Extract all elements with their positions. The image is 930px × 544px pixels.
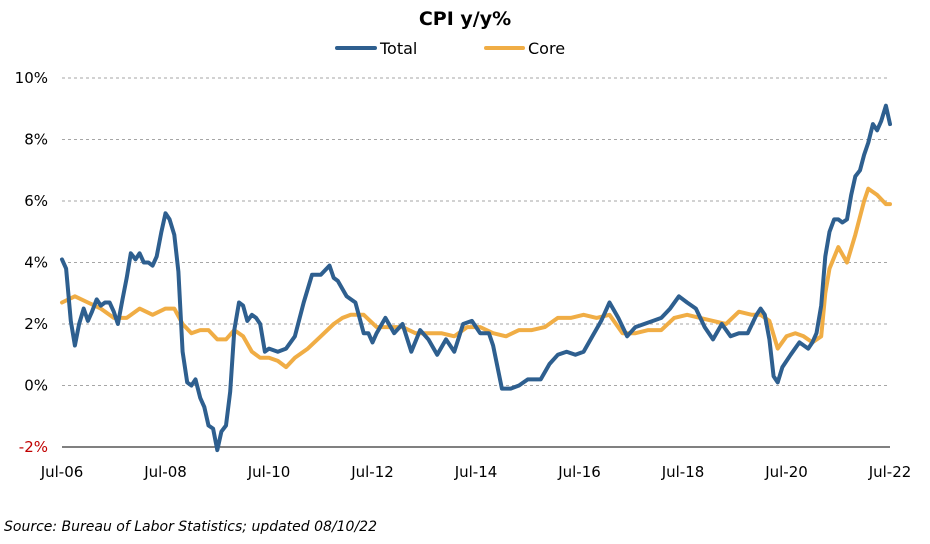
series-lines [60,103,892,453]
x-tick-label: Jul-06 [40,463,84,481]
y-tick-label: 4% [24,254,48,272]
y-axis-ticks: -2% 0% 2% 4% 6% 8% 10% [15,69,48,456]
x-tick-label: Jul-12 [350,463,394,481]
chart-title: CPI y/y% [419,8,511,30]
legend: Total Core [335,39,565,58]
series-line-core [60,186,892,370]
x-tick-label: Jul-16 [557,463,601,481]
x-axis-ticks: Jul-06 Jul-08 Jul-10 Jul-12 Jul-14 Jul-16 Jul-… [40,463,912,481]
x-tick-label: Jul-08 [143,463,187,481]
x-tick-label: Jul-20 [764,463,808,481]
x-tick-label: Jul-18 [661,463,705,481]
x-tick-label: Jul-14 [454,463,498,481]
y-tick-label: 10% [15,69,48,87]
legend-label-total: Total [379,39,417,58]
y-tick-label: -2% [19,438,48,456]
cpi-line-chart: CPI y/y% Total Core -2% 0% 2% 4% 6% 8% 10% Jul… [15,8,912,481]
gridlines [62,77,890,386]
y-tick-label: 2% [24,315,48,333]
source-note: Source: Bureau of Labor Statistics; upda… [4,519,377,535]
legend-label-core: Core [528,39,565,58]
y-tick-label: 8% [24,131,48,149]
y-tick-label: 6% [24,192,48,210]
series-line-total [60,103,892,453]
x-tick-label: Jul-22 [868,463,912,481]
y-tick-label: 0% [24,377,48,395]
x-tick-label: Jul-10 [247,463,291,481]
